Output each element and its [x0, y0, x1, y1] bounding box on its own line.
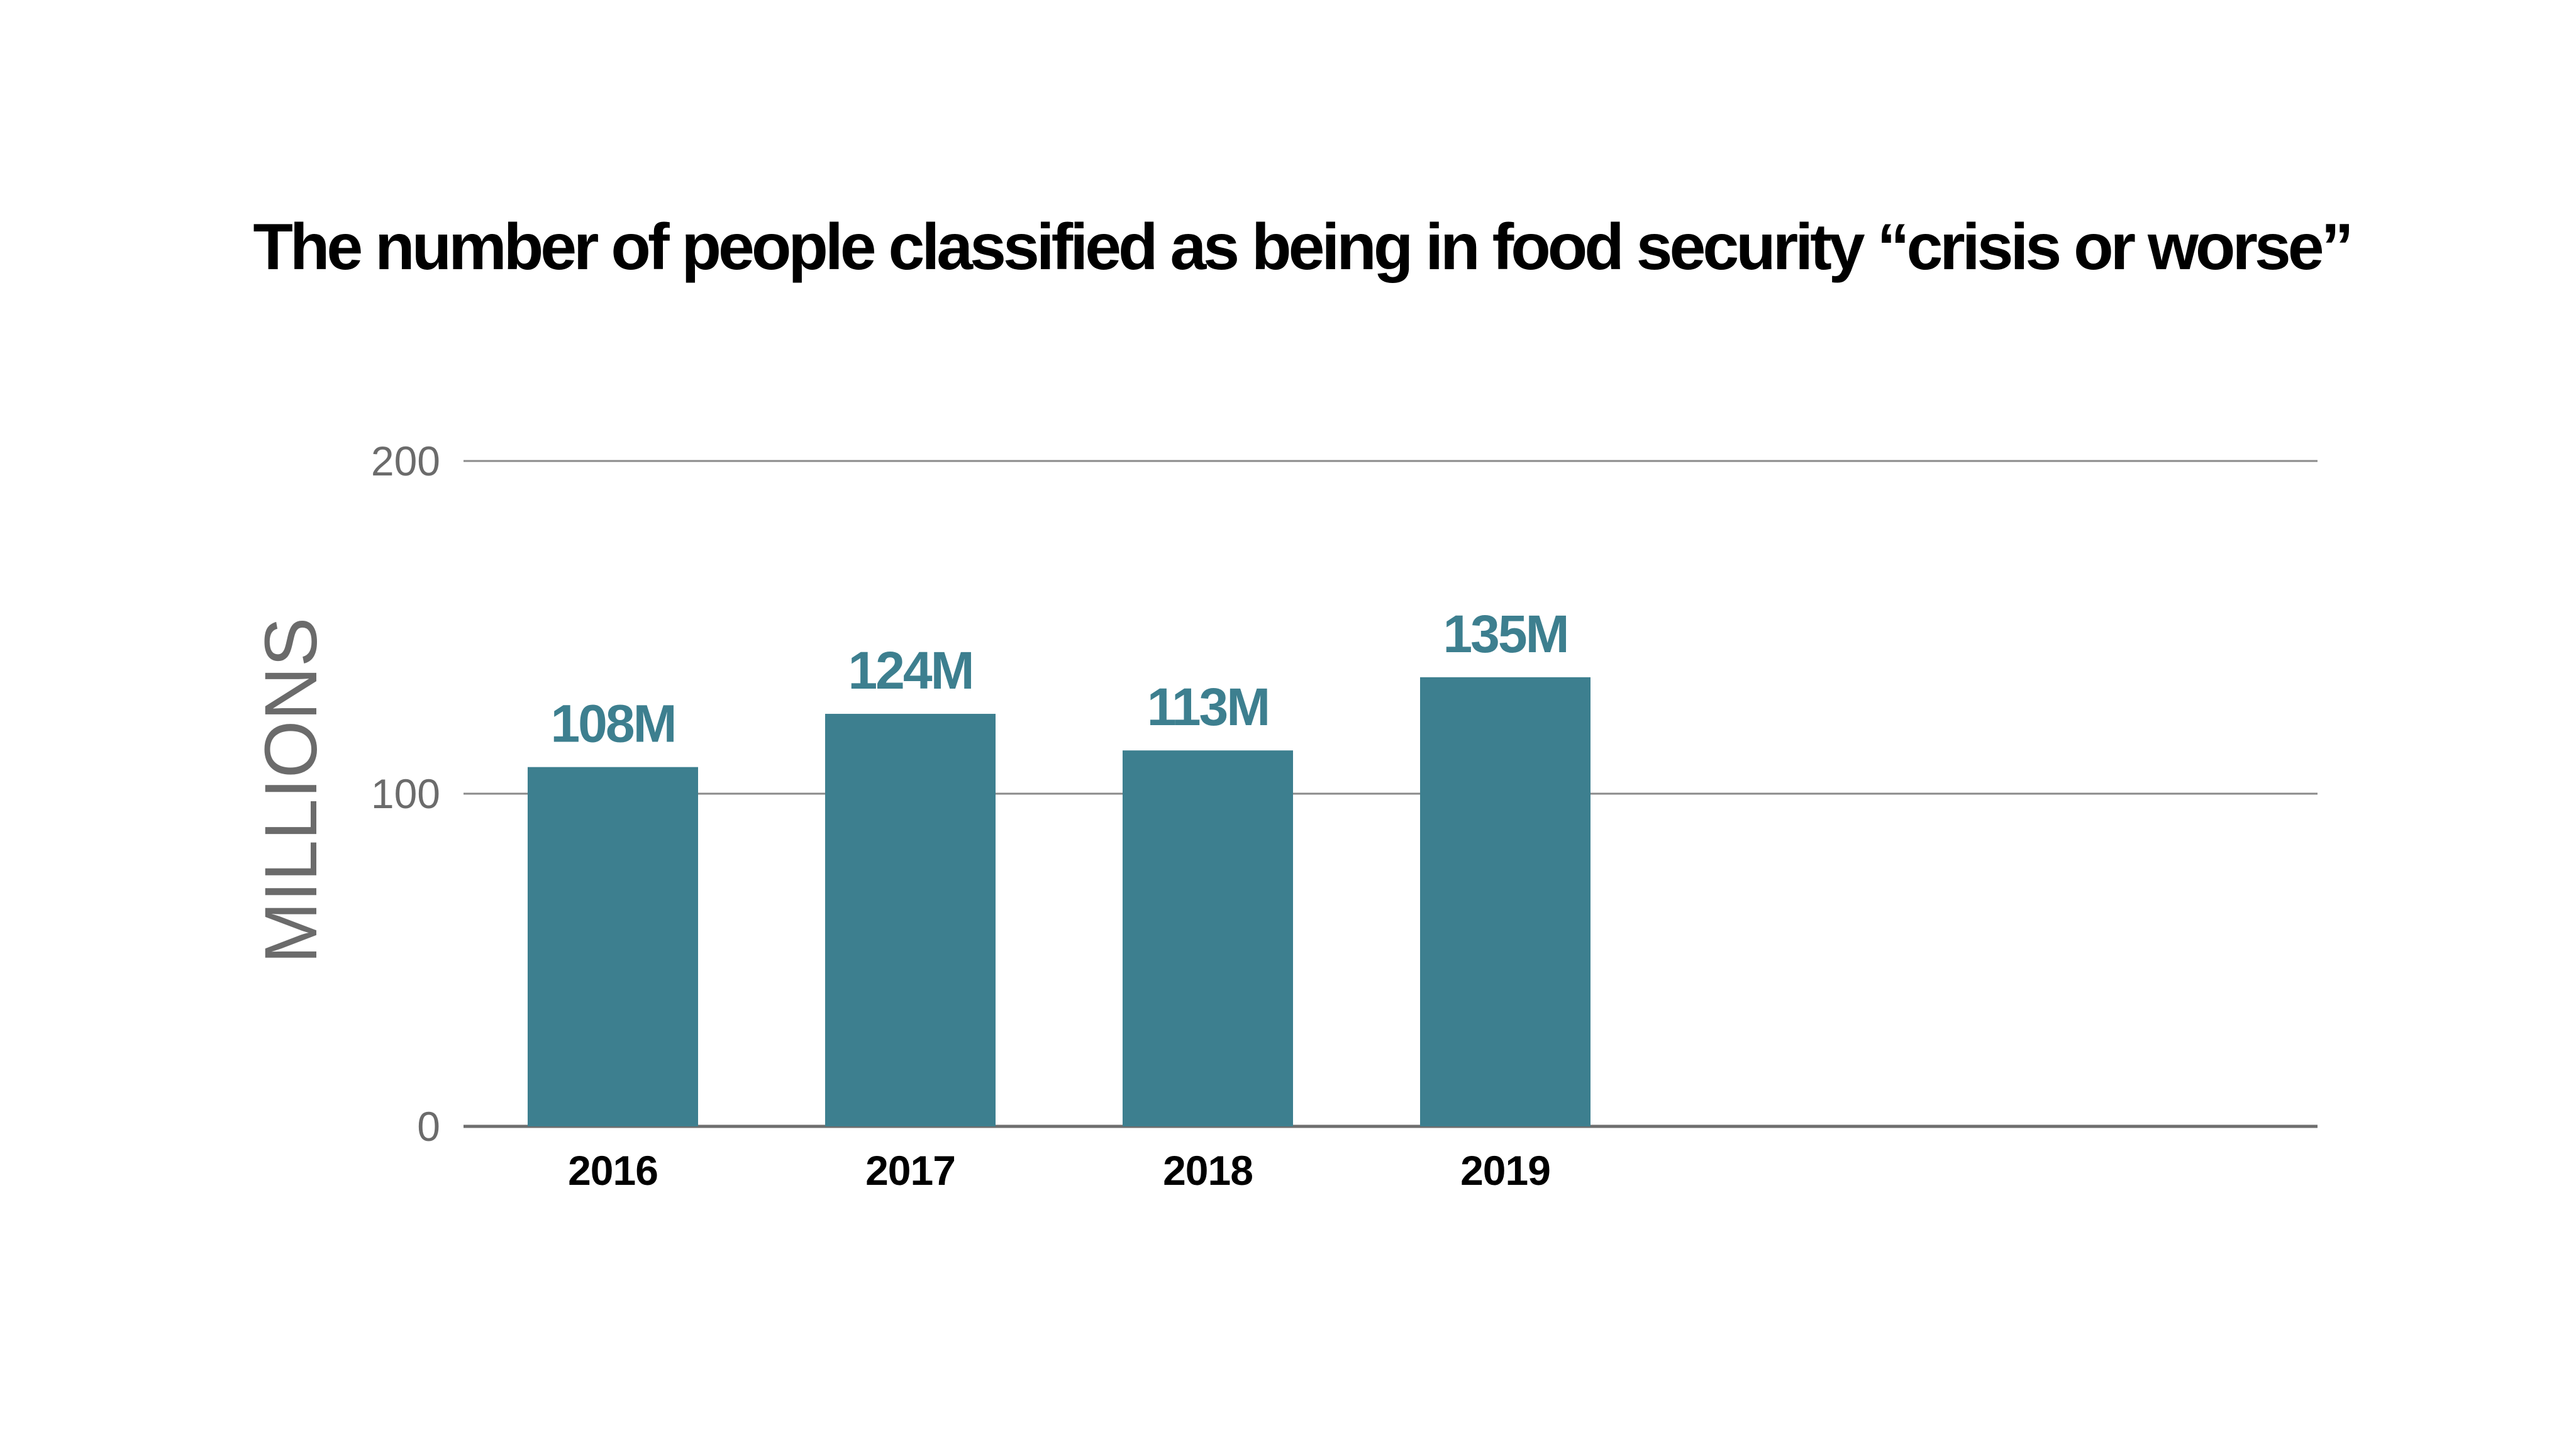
bar-2017 [825, 714, 996, 1126]
chart-title: The number of people classified as being… [253, 211, 2350, 284]
data-label: 113M [1147, 677, 1269, 736]
y-axis-ticks: 0 100 200 [371, 438, 440, 1150]
data-labels: 108M 124M 113M 135M [550, 604, 1569, 753]
gridlines [464, 460, 2318, 1128]
bar-2018 [1123, 750, 1293, 1126]
bar-2019 [1420, 677, 1591, 1126]
x-tick-label: 2016 [568, 1147, 658, 1194]
data-label: 124M [848, 641, 972, 700]
y-tick-label: 0 [417, 1103, 440, 1150]
data-label: 108M [550, 694, 675, 753]
x-tick-label: 2018 [1163, 1147, 1253, 1194]
x-tick-label: 2019 [1460, 1147, 1550, 1194]
x-tick-label: 2017 [865, 1147, 955, 1194]
y-axis-label: MILLIONS [250, 618, 333, 964]
y-tick-label: 100 [371, 770, 440, 817]
bar-2016 [528, 767, 698, 1126]
x-axis-ticks: 2016 2017 2018 2019 [568, 1147, 1551, 1194]
data-label: 135M [1443, 604, 1567, 663]
bars [528, 677, 1591, 1126]
y-tick-label: 200 [371, 438, 440, 484]
